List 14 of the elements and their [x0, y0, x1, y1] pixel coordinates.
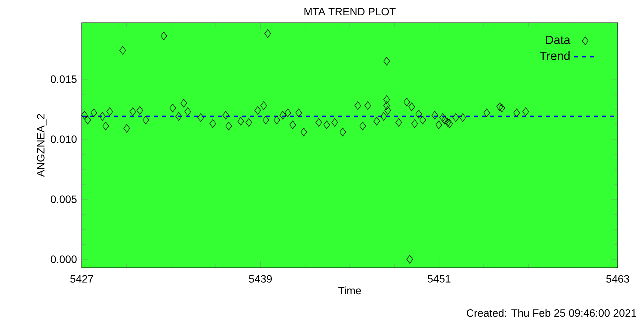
legend-label: Data	[546, 36, 571, 44]
x-tick-label: 5439	[249, 275, 272, 283]
y-tick-label: 0.005	[51, 196, 77, 204]
x-axis-title: Time	[338, 286, 362, 295]
y-tick-label: 0.010	[51, 136, 77, 144]
x-tick-label: 5427	[70, 275, 94, 283]
y-axis-title: ANGZNEA_2	[37, 114, 47, 178]
y-tick-label: 0.000	[51, 256, 77, 264]
y-tick-label: 0.015	[51, 76, 77, 84]
x-tick-label: 5463	[606, 275, 630, 283]
x-tick-label: 5451	[428, 275, 451, 283]
text: Created: Thu Feb 25 09:46:00 2021	[467, 309, 637, 318]
chart-title: MTA TREND PLOT	[304, 8, 396, 16]
legend-label: Trend	[540, 52, 570, 60]
